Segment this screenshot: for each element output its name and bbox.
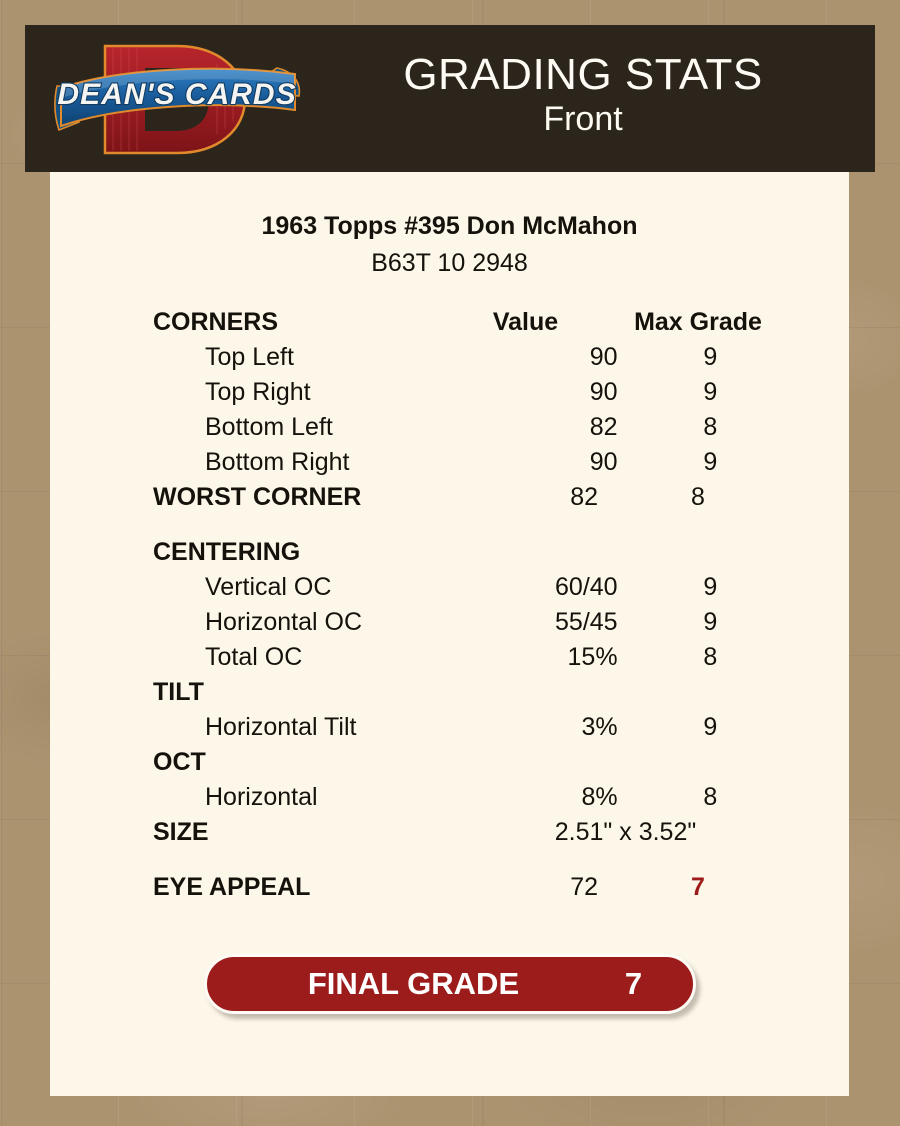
row-value-top-right: 90 [589, 378, 618, 406]
table-row: Bottom Left 82 8 [153, 413, 803, 448]
row-label-oct-horizontal: Horizontal [205, 783, 318, 811]
grading-stats-table: CORNERS Value Max Grade Top Left 90 9 To… [50, 308, 849, 908]
card-title: 1963 Topps #395 Don McMahon [261, 212, 638, 240]
row-label-horizontal-oc: Horizontal OC [205, 608, 362, 636]
row-label-horizontal-tilt: Horizontal Tilt [205, 713, 357, 741]
stats-panel: 1963 Topps #395 Don McMahon B63T 10 2948… [50, 172, 849, 1096]
row-grade-top-left: 9 [703, 343, 718, 371]
table-row: Horizontal OC 55/45 9 [153, 608, 803, 643]
logo-ribbon [54, 66, 301, 131]
table-header-row: CORNERS Value Max Grade [153, 308, 803, 343]
logo-artwork: DEAN'S CARDS [54, 44, 301, 154]
row-label-top-right: Top Right [205, 378, 311, 406]
deans-cards-logo: DEAN'S CARDS [49, 34, 309, 164]
table-row: Vertical OC 60/40 9 [153, 573, 803, 608]
spacer [153, 853, 803, 873]
row-label-total-oc: Total OC [205, 643, 303, 671]
section-heading-centering: CENTERING [153, 538, 301, 566]
final-grade-container: FINAL GRADE 7 [50, 954, 849, 1014]
row-label-vertical-oc: Vertical OC [205, 573, 332, 601]
logo-wordmark: DEAN'S CARDS [57, 78, 296, 111]
row-grade-top-right: 9 [703, 378, 718, 406]
row-value-vertical-oc: 60/40 [555, 573, 618, 601]
row-value-top-left: 90 [589, 343, 618, 371]
table-row-worst-corner: WORST CORNER 82 8 [153, 483, 803, 518]
row-value-size: 2.51" x 3.52" [554, 818, 697, 846]
column-header-value: Value [492, 308, 559, 336]
section-heading-eye-appeal: EYE APPEAL [153, 873, 311, 901]
row-value-eye-appeal: 72 [570, 873, 598, 901]
row-grade-horizontal-oc: 9 [703, 608, 718, 636]
row-grade-oct-horizontal: 8 [703, 783, 718, 811]
final-grade-value: 7 [624, 966, 643, 1001]
row-grade-vertical-oc: 9 [703, 573, 718, 601]
row-value-worst-corner: 82 [570, 483, 598, 511]
final-grade-bar: FINAL GRADE 7 [203, 954, 696, 1014]
table-row-size: SIZE 2.51" x 3.52" [153, 818, 803, 853]
row-grade-total-oc: 8 [703, 643, 718, 671]
row-value-total-oc: 15% [567, 643, 618, 671]
section-heading-oct: OCT [153, 748, 206, 776]
row-grade-bottom-left: 8 [703, 413, 718, 441]
table-row: Total OC 15% 8 [153, 643, 803, 678]
table-row: Bottom Right 90 9 [153, 448, 803, 483]
final-grade-label: FINAL GRADE [307, 966, 520, 1001]
table-row: Top Left 90 9 [153, 343, 803, 378]
section-heading-tilt: TILT [153, 678, 204, 706]
row-label-bottom-right: Bottom Right [205, 448, 350, 476]
header-band: DEAN'S CARDS GRADING STATS Front [25, 25, 875, 172]
section-heading-size: SIZE [153, 818, 209, 846]
page-title: GRADING STATS [403, 49, 763, 99]
header-titles: GRADING STATS Front [309, 49, 875, 140]
row-value-bottom-right: 90 [589, 448, 618, 476]
section-heading-corners: CORNERS [153, 308, 279, 336]
table-row: Horizontal Tilt 3% 9 [153, 713, 803, 748]
section-row-oct: OCT [153, 748, 803, 783]
row-label-worst-corner: WORST CORNER [153, 483, 362, 511]
column-header-max-grade: Max Grade [634, 308, 762, 336]
row-grade-worst-corner: 8 [691, 483, 705, 511]
table-row-eye-appeal: EYE APPEAL 72 7 [153, 873, 803, 908]
card-serial: B63T 10 2948 [371, 249, 528, 277]
row-value-horizontal-oc: 55/45 [555, 608, 618, 636]
table-row: Top Right 90 9 [153, 378, 803, 413]
row-value-horizontal-tilt: 3% [581, 713, 618, 741]
section-row-centering: CENTERING [153, 538, 803, 573]
row-label-bottom-left: Bottom Left [205, 413, 333, 441]
section-row-tilt: TILT [153, 678, 803, 713]
table-row: Horizontal 8% 8 [153, 783, 803, 818]
row-grade-horizontal-tilt: 9 [703, 713, 718, 741]
row-value-bottom-left: 82 [589, 413, 618, 441]
row-label-top-left: Top Left [205, 343, 294, 371]
row-grade-bottom-right: 9 [703, 448, 718, 476]
row-grade-eye-appeal: 7 [691, 873, 705, 901]
page-subtitle: Front [543, 99, 623, 138]
spacer [153, 518, 803, 538]
row-value-oct-horizontal: 8% [581, 783, 618, 811]
